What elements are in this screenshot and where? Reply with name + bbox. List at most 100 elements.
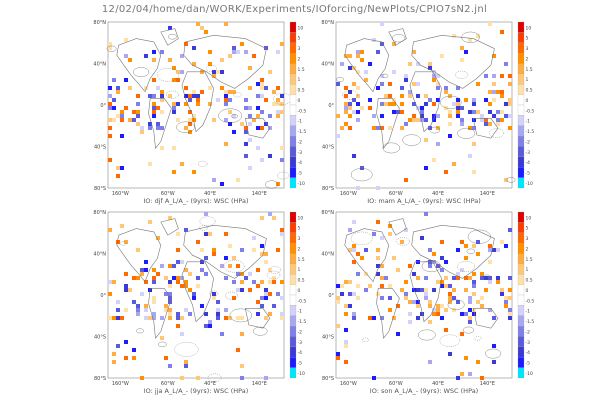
colorbar-tick: 1.5 (526, 67, 533, 73)
colorbar-swatch (517, 167, 525, 178)
contour-line (336, 77, 344, 82)
heatmap-cell (400, 102, 404, 106)
heatmap-cell (412, 300, 416, 304)
heatmap-cell (404, 78, 408, 82)
coastline-0 (116, 38, 162, 93)
colorbar-swatch (289, 21, 297, 33)
heatmap-cell (364, 272, 368, 276)
heatmap-cell (500, 90, 504, 94)
heatmap-cell (160, 146, 164, 150)
heatmap-cell (188, 110, 192, 114)
contour-line (136, 328, 144, 334)
heatmap-cell (448, 122, 452, 126)
heatmap-cell (132, 276, 136, 280)
heatmap-cell (480, 296, 484, 300)
heatmap-cell (152, 296, 156, 300)
heatmap-cell (488, 102, 492, 106)
heatmap-cell (232, 130, 236, 134)
heatmap-cell (352, 260, 356, 264)
heatmap-cell (464, 256, 468, 260)
colorbar-tick: 1 (298, 267, 301, 273)
heatmap-cell (352, 82, 356, 86)
y-tick-label: 40°S (94, 145, 106, 151)
heatmap-cell (460, 332, 464, 336)
heatmap-cell (108, 280, 112, 284)
heatmap-cell (116, 86, 120, 90)
heatmap-cell (348, 102, 352, 106)
heatmap-cell (264, 260, 268, 264)
heatmap-cell (424, 138, 428, 142)
heatmap-cell (208, 86, 212, 90)
heatmap-cell (444, 328, 448, 332)
heatmap-cell (148, 126, 152, 130)
heatmap-cell (196, 98, 200, 102)
heatmap-cell (344, 106, 348, 110)
heatmap-cell (476, 300, 480, 304)
colorbar-tick: -2 (526, 139, 531, 145)
heatmap-cell (484, 98, 488, 102)
heatmap-cell (184, 308, 188, 312)
y-tick-label: 40°N (321, 62, 334, 68)
heatmap-cell (224, 232, 228, 236)
heatmap-cell (240, 332, 244, 336)
heatmap-cell (348, 114, 352, 118)
heatmap-cell (412, 50, 416, 54)
heatmap-cell (348, 280, 352, 284)
heatmap-cell (252, 118, 256, 122)
heatmap-cell (196, 22, 200, 26)
heatmap-cell (164, 276, 168, 280)
heatmap-cell (364, 78, 368, 82)
heatmap-cell (160, 94, 164, 98)
heatmap-cell (440, 280, 444, 284)
contour-line (463, 326, 474, 334)
colorbar-tick: -4 (526, 160, 531, 166)
heatmap-cell (484, 74, 488, 78)
heatmap-cell (224, 308, 228, 312)
colorbar-swatch (289, 346, 297, 358)
heatmap-cell (124, 78, 128, 82)
heatmap-cell (268, 114, 272, 118)
contour-line (485, 348, 502, 359)
heatmap-cell (424, 102, 428, 106)
heatmap-cell (236, 272, 240, 276)
heatmap-cell (260, 86, 264, 90)
heatmap-cell (452, 296, 456, 300)
heatmap-cell (468, 38, 472, 42)
heatmap-cell (492, 98, 496, 102)
heatmap-cell (184, 364, 188, 368)
heatmap-cell (508, 308, 512, 312)
heatmap-cell (388, 82, 392, 86)
heatmap-cell (124, 38, 128, 42)
coastline-3 (183, 224, 267, 279)
heatmap-cell (280, 102, 284, 106)
contour-line (205, 65, 217, 72)
heatmap-cell (440, 304, 444, 308)
heatmap-cell (220, 86, 224, 90)
heatmap-cell (260, 216, 264, 220)
colorbar-tick: -4 (526, 350, 531, 356)
heatmap-cell (392, 256, 396, 260)
heatmap-cell (152, 114, 156, 118)
heatmap-cell (504, 296, 508, 300)
heatmap-cell (376, 292, 380, 296)
colorbar-tick: -2 (526, 329, 531, 335)
contour-line (402, 134, 421, 146)
heatmap-cell (484, 122, 488, 126)
heatmap-cell (340, 284, 344, 288)
heatmap-cell (212, 118, 216, 122)
contour-line (158, 341, 167, 348)
heatmap-cell (376, 264, 380, 268)
heatmap-cell (276, 292, 280, 296)
heatmap-cell (180, 284, 184, 288)
heatmap-cell (364, 70, 368, 74)
heatmap-cell (212, 252, 216, 256)
heatmap-cell (172, 276, 176, 280)
heatmap-cell (216, 70, 220, 74)
y-tick-label: 0° (328, 293, 334, 299)
heatmap-cell (224, 94, 228, 98)
heatmap-cell (396, 268, 400, 272)
heatmap-cell (276, 98, 280, 102)
heatmap-cell (428, 300, 432, 304)
heatmap-cell (220, 182, 224, 186)
heatmap-cell (128, 58, 132, 62)
